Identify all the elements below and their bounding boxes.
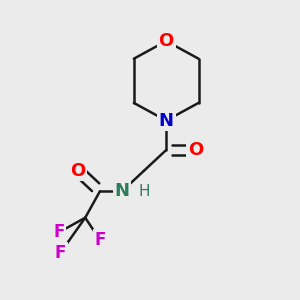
- Text: F: F: [53, 224, 64, 242]
- Text: N: N: [115, 182, 130, 200]
- Text: O: O: [159, 32, 174, 50]
- Text: N: N: [159, 112, 174, 130]
- Text: O: O: [188, 141, 203, 159]
- Text: O: O: [70, 162, 85, 180]
- Text: F: F: [55, 244, 66, 262]
- Text: F: F: [94, 231, 106, 249]
- Text: H: H: [138, 184, 150, 199]
